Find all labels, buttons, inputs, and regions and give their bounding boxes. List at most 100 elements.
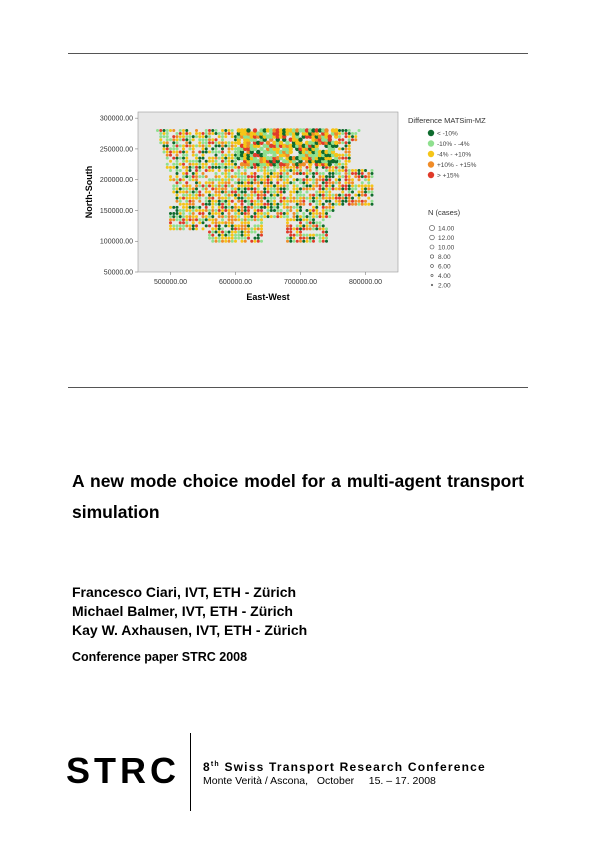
data-point bbox=[230, 156, 234, 160]
data-point bbox=[191, 208, 195, 212]
data-point bbox=[178, 162, 182, 166]
data-point bbox=[247, 205, 250, 209]
data-point bbox=[230, 162, 234, 166]
data-point bbox=[347, 172, 351, 176]
y-tick-label: 250000.00 bbox=[100, 146, 133, 153]
data-point bbox=[169, 215, 172, 219]
data-point bbox=[243, 212, 247, 216]
data-point bbox=[260, 178, 263, 182]
data-point bbox=[321, 233, 325, 237]
data-point bbox=[291, 143, 297, 149]
data-point bbox=[262, 134, 267, 139]
data-point bbox=[282, 181, 286, 185]
data-point bbox=[269, 168, 273, 172]
data-point bbox=[295, 184, 299, 188]
data-point bbox=[182, 205, 185, 209]
data-point bbox=[291, 134, 297, 139]
color-legend-swatch bbox=[427, 129, 435, 137]
data-point bbox=[308, 193, 312, 197]
data-point bbox=[338, 178, 341, 182]
data-point bbox=[269, 178, 273, 182]
data-point bbox=[243, 205, 247, 209]
data-point bbox=[260, 202, 263, 206]
data-point bbox=[331, 202, 335, 206]
data-point bbox=[185, 159, 189, 163]
data-point bbox=[243, 233, 247, 237]
data-point bbox=[334, 155, 339, 161]
data-point bbox=[221, 165, 224, 169]
data-point bbox=[198, 165, 202, 169]
data-point bbox=[211, 165, 215, 169]
data-point bbox=[195, 205, 198, 209]
data-point bbox=[308, 184, 312, 188]
data-point bbox=[308, 134, 313, 139]
data-point bbox=[341, 147, 345, 151]
data-point bbox=[250, 196, 254, 200]
data-point bbox=[250, 199, 254, 203]
data-point bbox=[286, 184, 289, 188]
data-point bbox=[221, 199, 224, 203]
data-point bbox=[273, 199, 276, 203]
data-point bbox=[286, 178, 289, 182]
data-point bbox=[230, 190, 234, 194]
data-point bbox=[252, 162, 258, 167]
data-point bbox=[315, 178, 319, 182]
data-point bbox=[347, 135, 351, 139]
data-point bbox=[182, 184, 185, 188]
data-point bbox=[260, 230, 263, 234]
data-point bbox=[288, 155, 293, 161]
data-point bbox=[227, 193, 231, 197]
data-point bbox=[188, 175, 192, 179]
data-point bbox=[239, 162, 245, 167]
data-point bbox=[364, 187, 367, 191]
data-point bbox=[324, 140, 329, 145]
data-point bbox=[325, 190, 328, 194]
data-point bbox=[327, 162, 332, 167]
data-point bbox=[211, 178, 215, 182]
data-point bbox=[175, 181, 179, 185]
data-point bbox=[191, 147, 195, 151]
data-point bbox=[256, 239, 260, 243]
data-point bbox=[325, 230, 328, 234]
data-point bbox=[272, 162, 277, 167]
data-point bbox=[230, 178, 234, 182]
data-point bbox=[230, 224, 234, 228]
data-point bbox=[301, 134, 306, 139]
data-point bbox=[275, 155, 280, 161]
data-point bbox=[289, 168, 293, 172]
data-point bbox=[338, 147, 341, 151]
data-point bbox=[286, 236, 289, 240]
data-point bbox=[172, 165, 176, 169]
data-point bbox=[324, 159, 329, 164]
data-point bbox=[178, 135, 182, 139]
data-point bbox=[227, 162, 231, 166]
data-point bbox=[321, 205, 325, 209]
data-point bbox=[169, 138, 172, 142]
conference-ordinal: 8 bbox=[203, 760, 211, 774]
data-point bbox=[191, 172, 195, 176]
data-point bbox=[354, 135, 358, 139]
data-point bbox=[221, 128, 224, 132]
data-point bbox=[285, 162, 290, 167]
data-point bbox=[299, 218, 302, 222]
data-point bbox=[315, 193, 319, 197]
data-point bbox=[276, 190, 280, 194]
data-point bbox=[195, 196, 198, 200]
data-point bbox=[214, 230, 218, 234]
data-point bbox=[263, 181, 267, 185]
data-point bbox=[208, 156, 211, 160]
data-point bbox=[259, 131, 264, 136]
color-legend-title: Difference MATSim-MZ bbox=[408, 116, 486, 125]
data-point bbox=[253, 178, 257, 182]
data-point bbox=[315, 215, 319, 219]
data-point bbox=[321, 137, 326, 142]
data-point bbox=[172, 144, 176, 148]
data-point bbox=[256, 205, 260, 209]
data-point bbox=[311, 140, 316, 145]
data-point bbox=[188, 196, 192, 200]
data-point bbox=[262, 137, 267, 142]
data-point bbox=[185, 202, 189, 206]
data-point bbox=[269, 146, 274, 152]
data-point bbox=[227, 218, 231, 222]
data-point bbox=[266, 208, 270, 212]
